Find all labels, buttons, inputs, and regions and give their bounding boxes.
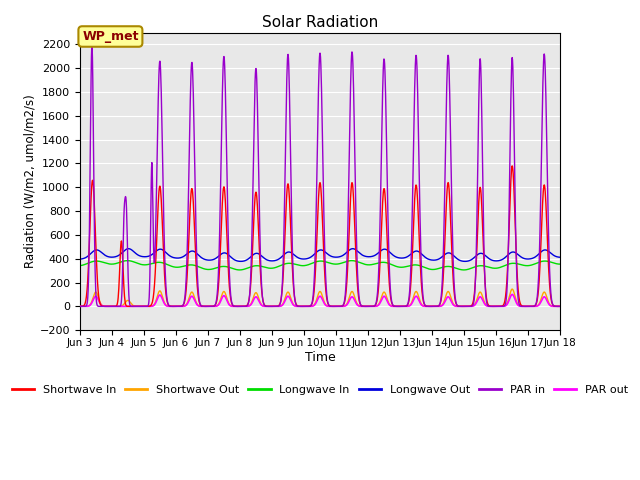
- Title: Solar Radiation: Solar Radiation: [262, 15, 378, 30]
- Y-axis label: Radiation (W/m2, umol/m2/s): Radiation (W/m2, umol/m2/s): [24, 95, 36, 268]
- X-axis label: Time: Time: [305, 350, 335, 363]
- Text: WP_met: WP_met: [82, 30, 139, 43]
- Legend: Shortwave In, Shortwave Out, Longwave In, Longwave Out, PAR in, PAR out: Shortwave In, Shortwave Out, Longwave In…: [7, 380, 633, 399]
